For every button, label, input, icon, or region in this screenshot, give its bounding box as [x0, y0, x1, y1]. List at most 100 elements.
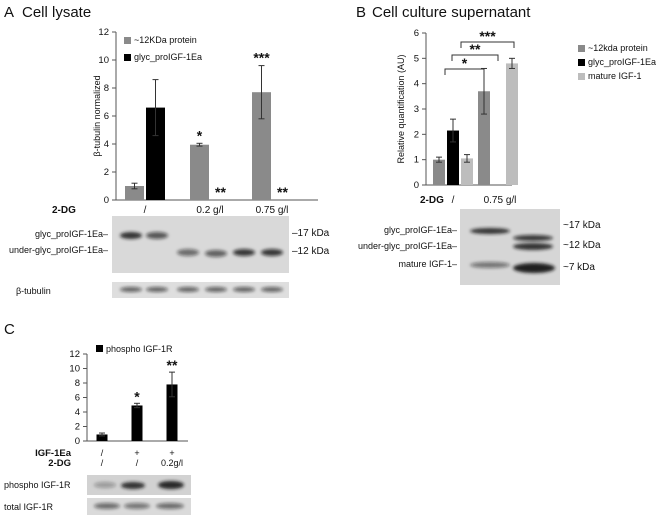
blot-c-phospho-band [158, 481, 184, 489]
blot-a-main [112, 216, 289, 273]
chart-a-error-bar [196, 142, 203, 147]
chart-b-legend-swatch [578, 59, 585, 66]
blot-c-phospho [87, 475, 191, 495]
blot-c-phospho-band [94, 482, 116, 488]
chart-b-legend-label: glyc_proIGF-1Ea [588, 57, 656, 67]
blot-a-background [112, 216, 289, 273]
chart-c-y-tick-label: 4 [75, 407, 80, 418]
chart-a-bar [125, 186, 144, 200]
chart-b-y-tick-label: 6 [414, 28, 419, 39]
chart-b-bracket-label: *** [479, 28, 496, 44]
blot-a-band [205, 250, 227, 257]
blot-a-label: under-glyc_proIGF-1Ea– [9, 245, 108, 255]
chart-c-y-tick-label: 10 [69, 364, 80, 375]
chart-c-error-bar [99, 432, 105, 437]
chart-b-bracket-label: ** [470, 41, 481, 57]
chart-b-legend-label: mature IGF-1 [588, 71, 642, 81]
blot-b-marker: ~7 kDa [563, 262, 595, 273]
chart-c-category-label: / [136, 458, 139, 468]
blot-a-loading-band [261, 287, 283, 292]
blot-b-band [513, 235, 553, 241]
chart-c-bar [166, 384, 178, 441]
blot-a-band [120, 232, 142, 239]
chart-b-legend-label: ~12kda protein [588, 43, 648, 53]
blot-a-loading-band [177, 287, 199, 292]
chart-a-y-tick-label: 4 [104, 139, 109, 150]
chart-c-row-label: 2-DG [48, 458, 71, 469]
chart-c-category-label: / [101, 448, 104, 458]
blot-a-band [177, 249, 199, 256]
chart-a-significance: *** [253, 50, 270, 66]
panel-c-letter: C [4, 321, 15, 338]
blot-b-main [460, 209, 560, 285]
chart-c-bar [131, 405, 143, 441]
chart-a-category-label: 0.75 g/l [256, 205, 289, 216]
chart-c-significance: ** [167, 357, 178, 373]
blot-b-label: glyc_proIGF-1Ea– [384, 225, 457, 235]
blot-b-band [513, 243, 553, 250]
chart-b-bar [447, 130, 459, 185]
chart-a-y-tick-label: 6 [104, 111, 109, 122]
chart-b-condition-label: 2-DG [420, 195, 444, 206]
blot-a-loading [112, 282, 289, 298]
blot-a-loading-label: β-tubulin [16, 286, 51, 296]
chart-a-bar [146, 107, 165, 200]
chart-b-y-tick-label: 2 [414, 129, 419, 140]
chart-c-category-label: + [134, 448, 139, 458]
blot-a-loading-band [233, 287, 255, 292]
chart-b-error-bar [509, 57, 515, 69]
chart-b-error-bar [481, 67, 487, 115]
chart-c-row-label: IGF-1Ea [35, 448, 72, 459]
chart-c-significance: * [134, 388, 140, 404]
chart-c-y-tick-label: 12 [69, 349, 80, 360]
chart-a-bar [190, 144, 209, 200]
chart-c-legend-swatch [96, 345, 103, 352]
chart-b-error-bar [450, 118, 456, 143]
chart-b-error-bar [436, 156, 442, 163]
chart-c-category-label: + [169, 448, 174, 458]
chart-a-legend-label: glyc_proIGF-1Ea [134, 52, 202, 62]
chart-a-category-label: / [144, 205, 147, 216]
blot-a-loading-band [205, 287, 227, 292]
blot-c-total-band [94, 503, 120, 509]
chart-a-significance: ** [215, 184, 226, 200]
blot-b-band [470, 262, 510, 268]
chart-b-bar [433, 159, 445, 185]
panel-a-title: Cell lysate [22, 4, 91, 21]
blot-a-loading-background [112, 282, 289, 298]
blot-c-phospho-label: phospho IGF-1R [4, 480, 71, 490]
chart-b-bar [478, 91, 490, 185]
chart-c-category-label: / [101, 458, 104, 468]
blot-a-marker: –17 kDa [292, 228, 330, 239]
chart-a-y-tick-label: 0 [104, 195, 109, 206]
chart-b-bracket-line [444, 68, 485, 75]
chart-b-bracket-label: * [462, 55, 468, 71]
blot-c-total-band [156, 503, 184, 509]
chart-a-error-bar [152, 79, 159, 137]
chart-b-y-tick-label: 5 [414, 53, 419, 64]
chart-b-y-tick-label: 4 [414, 79, 419, 90]
chart-b-category-label: / [452, 195, 455, 206]
chart-c-y-tick-label: 2 [75, 422, 80, 433]
panel-a-letter: A [4, 4, 14, 21]
chart-c-category-label: 0.2g/l [161, 458, 183, 468]
chart-a-y-tick-label: 8 [104, 83, 109, 94]
blot-b-label: mature IGF-1– [398, 259, 457, 269]
blot-b-band [470, 228, 510, 234]
chart-a-legend-swatch [124, 54, 131, 61]
chart-a-error-bar [258, 65, 265, 120]
chart-a-significance: * [197, 127, 203, 143]
chart-a-y-tick-label: 12 [98, 27, 109, 38]
chart-b-y-tick-label: 0 [414, 180, 419, 191]
chart-b-error-bar [464, 154, 470, 163]
chart-b-y-label: Relative quantification (AU) [396, 54, 406, 163]
chart-a-y-label: β-tubulin normalized [92, 75, 102, 156]
panel-b-letter: B [356, 4, 366, 21]
chart-a-category-label: 0.2 g/l [196, 205, 223, 216]
blot-b-marker: ~12 kDa [563, 240, 601, 251]
chart-b-bar [506, 63, 518, 185]
chart-c-y-tick-label: 8 [75, 378, 80, 389]
blot-a-band [261, 249, 283, 256]
blot-a-label: glyc_proIGF-1Ea– [35, 229, 108, 239]
